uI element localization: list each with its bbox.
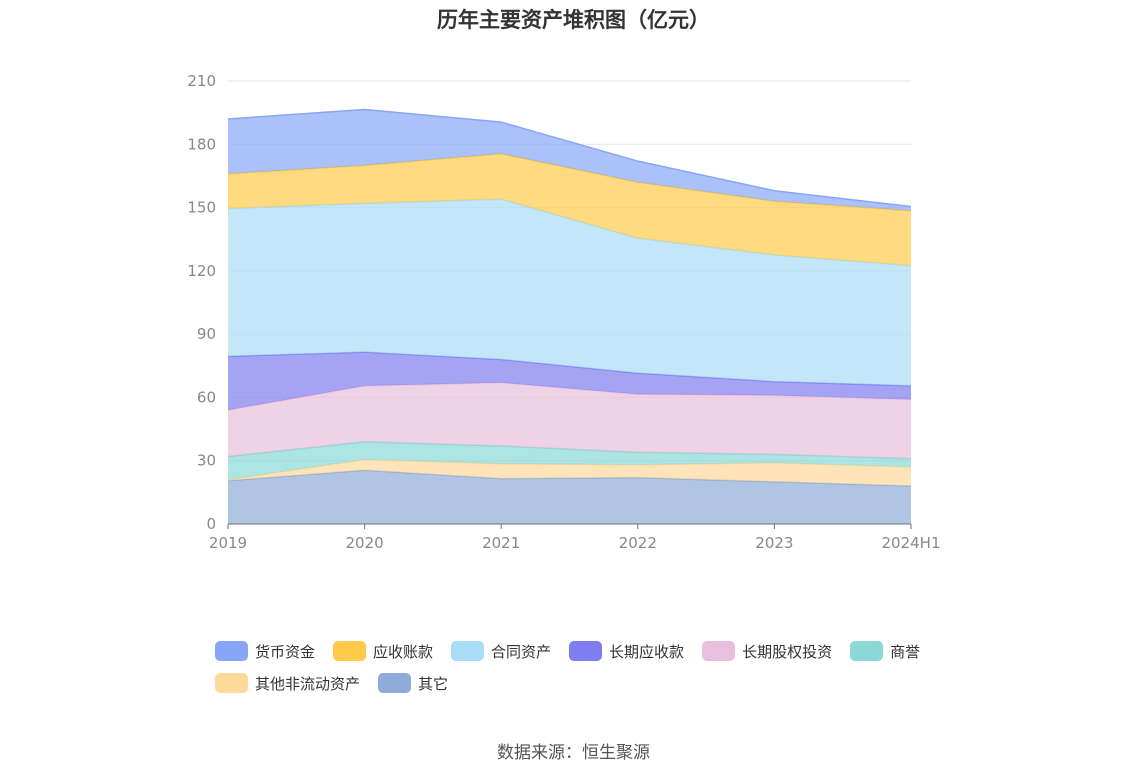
legend-label: 其他非流动资产 (255, 674, 361, 693)
x-tick-label: 2020 (346, 534, 384, 552)
legend-label: 长期应收款 (609, 642, 685, 661)
legend-swatch (850, 641, 884, 661)
legend-swatch (569, 641, 603, 661)
y-tick-label: 210 (187, 72, 216, 90)
legend-item-3[interactable]: 长期股权投资 (702, 640, 832, 662)
area-series-6[interactable] (228, 153, 911, 266)
legend-item-1[interactable]: 其他非流动资产 (215, 672, 360, 694)
legend-label: 商誉 (890, 642, 921, 661)
legend-item-5[interactable]: 合同资产 (451, 640, 551, 662)
legend-swatch (702, 641, 736, 661)
area-series-0[interactable] (228, 470, 911, 524)
legend-label: 其它 (418, 674, 449, 693)
y-tick-label: 0 (206, 515, 216, 533)
y-tick-label: 60 (197, 388, 216, 406)
legend-item-6[interactable]: 应收账款 (333, 640, 433, 662)
area-series-edge-7 (227, 108, 912, 208)
area-series-5[interactable] (228, 199, 911, 386)
y-tick-label: 180 (187, 135, 216, 153)
legend-label: 长期股权投资 (742, 642, 833, 661)
x-tick-label: 2023 (755, 534, 793, 552)
axes: 0 30 60 90 120 150 180 210 2019 2020 2021 2022 2023 2… (187, 72, 940, 552)
legend-swatch (333, 641, 367, 661)
area-series-3[interactable] (228, 382, 911, 459)
legend-item-0[interactable]: 其它 (378, 672, 448, 694)
legend-label: 货币资金 (255, 642, 316, 661)
x-tick-label: 2021 (482, 534, 520, 552)
legend-label: 合同资产 (491, 642, 552, 661)
legend-swatch (215, 673, 248, 693)
x-tick-label: 2019 (209, 534, 247, 552)
y-tick-label: 90 (197, 325, 216, 343)
area-series-7[interactable] (228, 109, 911, 211)
x-tick-label: 2022 (619, 534, 657, 552)
y-tick-label: 120 (187, 262, 216, 280)
y-tick-label: 150 (187, 199, 216, 217)
area-series-2[interactable] (228, 441, 911, 480)
area-series-4[interactable] (228, 352, 911, 411)
legend-swatch (215, 641, 248, 661)
legend-swatch (378, 673, 412, 693)
area-series (227, 108, 912, 524)
y-tick-label: 30 (197, 452, 216, 470)
legend-item-2[interactable]: 商誉 (850, 640, 920, 662)
x-tick-label: 2024H1 (882, 534, 941, 552)
data-source-note: 数据来源：恒生聚源 (497, 743, 650, 763)
legend-item-4[interactable]: 长期应收款 (569, 640, 684, 662)
legend: 货币资金 应收账款 合同资产 长期应收款 长期股权投资 商誉其他非流动资产 其它 (215, 640, 975, 694)
legend-item-7[interactable]: 货币资金 (215, 640, 315, 662)
area-series-1[interactable] (228, 459, 911, 487)
legend-swatch (451, 641, 485, 661)
chart-title: 历年主要资产堆积图（亿元） (437, 8, 710, 32)
legend-label: 应收账款 (373, 642, 434, 661)
